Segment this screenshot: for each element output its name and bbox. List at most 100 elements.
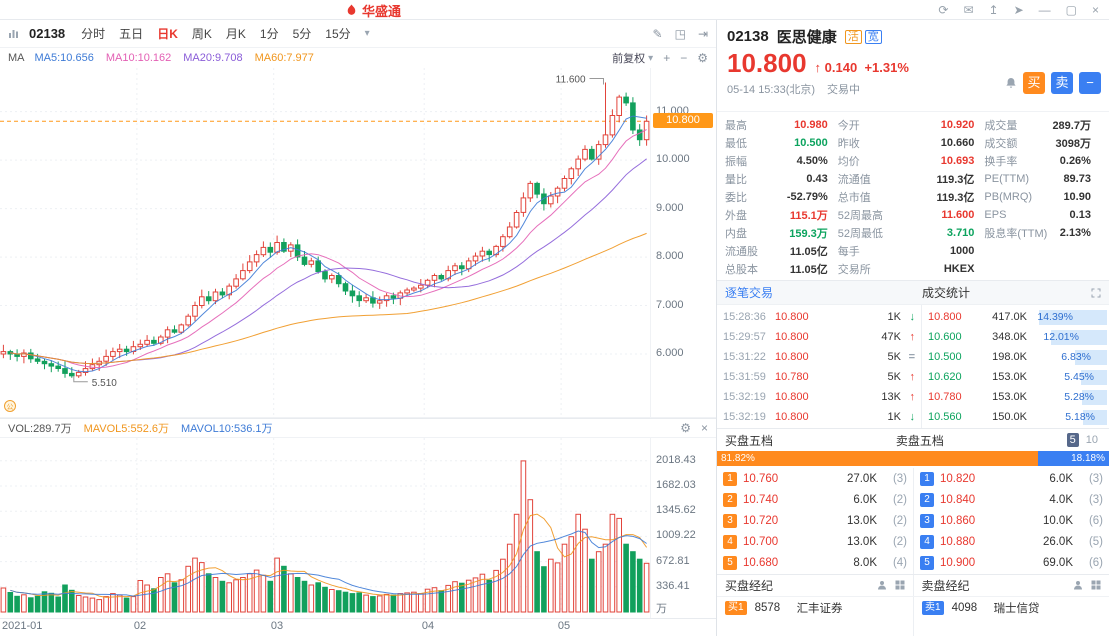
stat-label: 换手率	[984, 156, 1018, 168]
period-tab[interactable]: 15分	[325, 27, 351, 41]
chart-settings-icon[interactable]: ⚙	[697, 51, 708, 65]
broker-person-icon[interactable]	[877, 579, 887, 593]
trade-buttons: 买 卖 −	[1005, 72, 1101, 94]
ask-broker-list: 卖1 4098 瑞士信贷	[913, 597, 1109, 636]
mail-icon[interactable]: ✉	[963, 2, 974, 17]
stat-cell: 成交量 289.7万	[984, 116, 1101, 134]
stat-label: 均价	[837, 156, 860, 168]
volume-chart[interactable]: 2018.43 1682.03 1345.62 1009.22 672.81 336.41…	[0, 438, 716, 618]
volume-axis-label: 1345.62	[656, 504, 696, 516]
refresh-icon[interactable]: ⟳	[938, 2, 949, 17]
stat-label: 昨收	[837, 138, 860, 150]
stat-label: 52周最低	[837, 228, 884, 240]
period-tab[interactable]: 1分	[259, 27, 279, 41]
buy-ratio-segment: 81.82%	[717, 451, 1038, 466]
tab-volume-stats[interactable]: 成交统计	[922, 286, 971, 300]
chevron-down-icon: ▾	[648, 52, 654, 64]
broker-person-icon[interactable]	[1073, 579, 1083, 593]
stat-value: 89.73	[1063, 173, 1091, 185]
ask-level-row[interactable]: 4 10.880 26.0K (5)	[920, 531, 1103, 552]
volume-close-icon[interactable]: ×	[700, 421, 708, 435]
quote-badge: 宽	[864, 29, 882, 44]
stat-label: 总市值	[837, 192, 871, 204]
ask-level-row[interactable]: 5 10.900 69.0K (6)	[920, 552, 1103, 573]
stat-value: 159.3万	[789, 228, 828, 240]
stat-value: 115.1万	[789, 210, 828, 222]
bid-level-row[interactable]: 1 10.760 27.0K (3)	[723, 468, 907, 489]
broker-grid-icon[interactable]	[1091, 579, 1101, 593]
expand-icon[interactable]	[1091, 288, 1101, 298]
volume-stat-row: 10.620 153.0K 5.45%	[928, 367, 1109, 387]
collapse-panel-icon[interactable]: ⇥	[697, 26, 708, 41]
depth-option-10[interactable]: 10	[1085, 434, 1098, 446]
stat-label: PE(TTM)	[984, 173, 1030, 185]
tick-trade-row: 15:31:59 10.780 5K ↑	[723, 371, 915, 383]
ma-indicator-label[interactable]: MA	[8, 52, 25, 64]
stock-code[interactable]: 02138	[29, 26, 66, 41]
volume-axis-label: 2018.43	[656, 454, 696, 466]
stat-label: EPS	[984, 209, 1007, 221]
ma-legend-items: MA5:10.656 MA10:10.162 MA20:9.708 MA60:7.97…	[35, 52, 314, 64]
ask-level-row[interactable]: 3 10.860 10.0K (6)	[920, 510, 1103, 531]
period-tab[interactable]: 5分	[292, 27, 312, 41]
period-tab[interactable]: 周K	[191, 27, 212, 41]
time-axis-label: 2021-01	[2, 620, 43, 632]
volume-axis-label: 1009.22	[656, 529, 696, 541]
bid-level-row[interactable]: 5 10.680 8.0K (4)	[723, 552, 907, 573]
close-icon[interactable]: ×	[1091, 2, 1099, 17]
stat-cell: EPS 0.13	[984, 206, 1101, 224]
pointer-icon[interactable]: ➤	[1013, 2, 1024, 17]
titlebar: 华盛通 ⟳ ✉ ↥ ➤ — ▢ ×	[0, 0, 1109, 20]
price-alert-bell-icon[interactable]	[1005, 77, 1017, 89]
quote-name: 医思健康	[776, 28, 837, 46]
ask-level-badge: 2	[920, 492, 934, 507]
maximize-icon[interactable]: ▢	[1065, 2, 1077, 17]
ask-level-row[interactable]: 2 10.840 4.0K (3)	[920, 489, 1103, 510]
stat-value: 11.600	[941, 209, 975, 221]
stat-label: 最高	[725, 120, 747, 132]
draw-icon[interactable]: ✎	[652, 26, 663, 41]
ask-level-row[interactable]: 1 10.820 6.0K (3)	[920, 468, 1103, 489]
tick-trade-row: 15:28:36 10.800 1K ↓	[723, 311, 915, 323]
stat-cell: 昨收 10.660	[838, 134, 985, 152]
quote-code: 02138	[727, 27, 769, 45]
adjust-type-dropdown[interactable]: 前复权 ▾	[612, 52, 654, 66]
sell-button[interactable]: 卖	[1051, 72, 1073, 94]
bid-level-row[interactable]: 3 10.720 13.0K (2)	[723, 510, 907, 531]
collapse-trade-button[interactable]: −	[1079, 72, 1101, 94]
stat-cell: 总市值 119.3亿	[838, 188, 985, 206]
share-icon[interactable]: ↥	[988, 2, 999, 17]
candlestick-chart[interactable]: 11.600 5.510 公 11.000 10.000 9.000 8.000 7.000…	[0, 68, 716, 418]
buy-button[interactable]: 买	[1023, 72, 1045, 94]
period-tab[interactable]: 分时	[81, 27, 106, 41]
bid-level-row[interactable]: 2 10.740 6.0K (2)	[723, 489, 907, 510]
stat-cell: 52周最低 3.710	[838, 224, 985, 242]
tick-section-body: 15:28:36 10.800 1K ↓ 15:29:57 10.800 47K ↑ 15:31…	[717, 305, 1109, 429]
equal-icon: =	[908, 351, 915, 363]
ma-legend-bar: MA MA5:10.656 MA10:10.162 MA20:9.708 MA60:7…	[0, 48, 716, 68]
stat-label: 量比	[725, 174, 747, 186]
period-tab[interactable]: 五日	[119, 27, 144, 41]
stat-label: 外盘	[725, 210, 747, 222]
stat-cell: 今开 10.920	[838, 116, 985, 134]
stat-label: 委比	[725, 192, 747, 204]
volume-settings-icon[interactable]: ⚙	[680, 421, 691, 435]
bid-level-row[interactable]: 4 10.700 13.0K (2)	[723, 531, 907, 552]
stat-cell: PE(TTM) 89.73	[984, 170, 1101, 188]
period-dropdown-caret[interactable]: ▾	[364, 28, 370, 39]
volume-legend-item: MAVOL10:536.1万	[181, 423, 273, 435]
minimize-icon[interactable]: —	[1038, 2, 1051, 17]
tab-tick-trades[interactable]: 逐笔交易	[725, 286, 774, 300]
broker-grid-icon[interactable]	[895, 579, 905, 593]
stat-cell: 委比 -52.79%	[725, 188, 838, 206]
broker-header: 买盘经纪 卖盘经纪	[717, 575, 1109, 597]
up-arrow-icon: ↑	[909, 391, 916, 403]
stat-label: 总股本	[725, 264, 758, 276]
period-tab[interactable]: 日K	[157, 27, 178, 41]
stat-cell: PB(MRQ) 10.90	[984, 188, 1101, 206]
zoom-in-icon[interactable]: +	[663, 51, 671, 65]
fullscreen-icon[interactable]: ◳	[674, 26, 686, 41]
zoom-out-icon[interactable]: −	[680, 51, 688, 65]
depth-option-5[interactable]: 5	[1066, 433, 1079, 447]
period-tab[interactable]: 月K	[225, 27, 246, 41]
